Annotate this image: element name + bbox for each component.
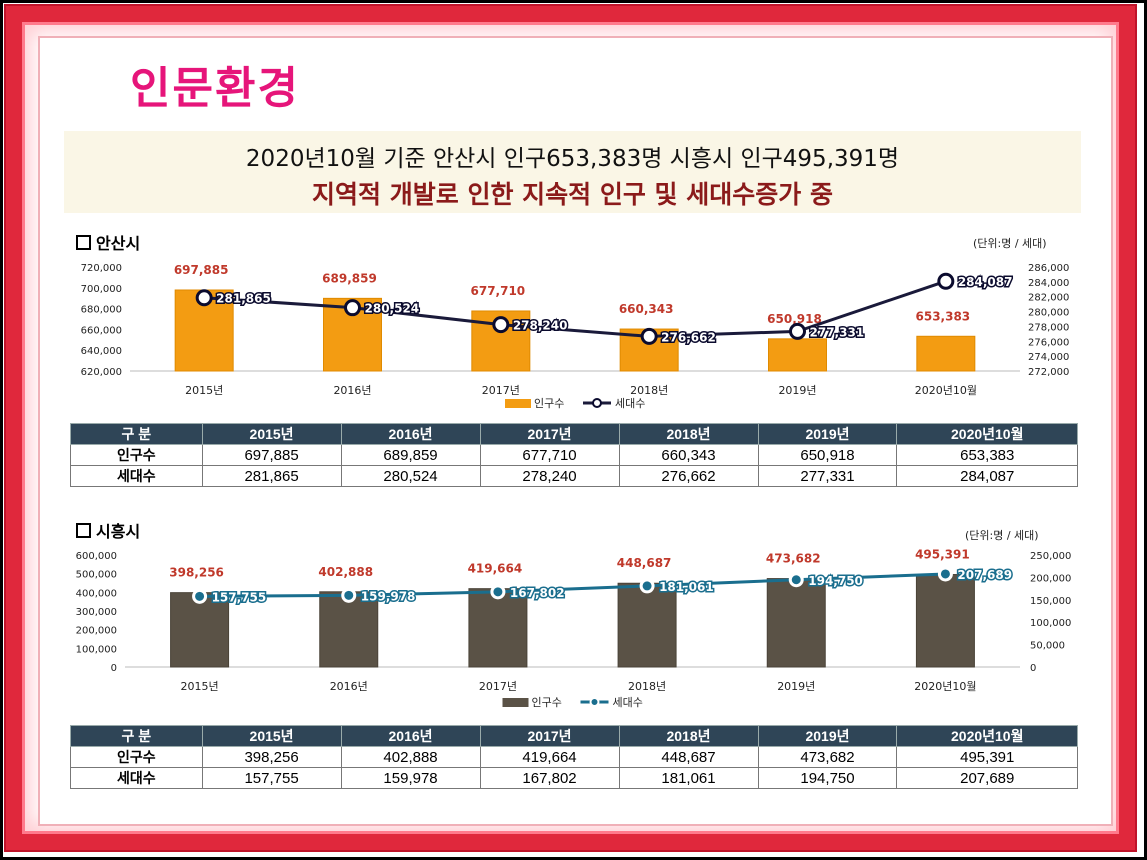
table-cell: 677,710 (479, 444, 620, 466)
table-cell: 280,524 (340, 465, 481, 487)
table-cell: 207,689 (896, 767, 1078, 789)
siheung-table-header-cell: 2015년 (201, 725, 342, 747)
table-row-header: 세대수 (70, 767, 203, 789)
ansan-data-table: 구 분 2015년 2016년 2017년 2018년 2019년 2020년10월 인구수 6… (70, 423, 1078, 487)
table-cell: 697,885 (201, 444, 342, 466)
ansan-section-title: 안산시 (76, 230, 140, 254)
table-cell: 660,343 (618, 444, 759, 466)
ansan-table-header-cell: 2017년 (479, 423, 620, 445)
page-heading: 인문환경 (130, 63, 300, 114)
table-cell: 402,888 (340, 746, 481, 768)
banner-line-2: 지역적 개발로 인한 지속적 인구 및 세대수증가 중 (312, 180, 833, 209)
table-row-header: 세대수 (70, 465, 203, 487)
ansan-table-header-cell: 2018년 (618, 423, 759, 445)
siheung-section-title: 시흥시 (76, 518, 140, 542)
table-cell: 448,687 (618, 746, 759, 768)
siheung-table-header-cell: 2018년 (618, 725, 759, 747)
checkbox-square-icon (76, 523, 91, 538)
table-cell: 495,391 (896, 746, 1078, 768)
table-row-header: 인구수 (70, 746, 203, 768)
table-cell: 653,383 (896, 444, 1078, 466)
siheung-title-text: 시흥시 (96, 522, 141, 541)
table-cell: 276,662 (618, 465, 759, 487)
table-row: 인구수 398,256 402,888 419,664 448,687 473,682 49… (70, 746, 1078, 768)
ansan-table-header-cell: 2015년 (201, 423, 342, 445)
table-cell: 419,664 (479, 746, 620, 768)
ansan-table-header-cell: 2020년10월 (896, 423, 1078, 445)
table-row: 세대수 157,755 159,978 167,802 181,061 194,750 20… (70, 767, 1078, 789)
ansan-table-header-cell: 2016년 (340, 423, 481, 445)
ansan-unit-label: (단위:명 / 세대) (973, 237, 1047, 250)
table-cell: 181,061 (618, 767, 759, 789)
ansan-table-header-cell: 2019년 (757, 423, 898, 445)
decorative-border (6, 6, 1135, 850)
table-row: 세대수 281,865 280,524 278,240 276,662 277,331 28… (70, 465, 1078, 487)
table-cell: 398,256 (201, 746, 342, 768)
table-row-header: 인구수 (70, 444, 203, 466)
siheung-table-header-cell: 구 분 (70, 725, 203, 747)
summary-banner: 2020년10월 기준 안산시 인구653,383명 시흥시 인구495,391… (64, 131, 1081, 213)
table-cell: 167,802 (479, 767, 620, 789)
table-cell: 281,865 (201, 465, 342, 487)
table-cell: 277,331 (757, 465, 898, 487)
siheung-table-header-cell: 2016년 (340, 725, 481, 747)
checkbox-square-icon (76, 235, 91, 250)
siheung-data-table: 구 분 2015년 2016년 2017년 2018년 2019년 2020년10월 인구수 3… (70, 725, 1078, 789)
banner-line-1: 2020년10월 기준 안산시 인구653,383명 시흥시 인구495,391… (245, 146, 900, 172)
table-cell: 689,859 (340, 444, 481, 466)
table-cell: 473,682 (757, 746, 898, 768)
table-cell: 278,240 (479, 465, 620, 487)
siheung-table-header-cell: 2020년10월 (896, 725, 1078, 747)
siheung-table-header-cell: 2019년 (757, 725, 898, 747)
ansan-table-header-row: 구 분 2015년 2016년 2017년 2018년 2019년 2020년10월 (70, 423, 1078, 445)
table-cell: 284,087 (896, 465, 1078, 487)
siheung-table-header-row: 구 분 2015년 2016년 2017년 2018년 2019년 2020년10월 (70, 725, 1078, 747)
table-cell: 157,755 (201, 767, 342, 789)
ansan-title-text: 안산시 (96, 234, 141, 253)
table-cell: 194,750 (757, 767, 898, 789)
table-cell: 650,918 (757, 444, 898, 466)
siheung-unit-label: (단위:명 / 세대) (965, 529, 1039, 542)
table-cell: 159,978 (340, 767, 481, 789)
siheung-table-header-cell: 2017년 (479, 725, 620, 747)
ansan-table-header-cell: 구 분 (70, 423, 203, 445)
table-row: 인구수 697,885 689,859 677,710 660,343 650,918 65… (70, 444, 1078, 466)
